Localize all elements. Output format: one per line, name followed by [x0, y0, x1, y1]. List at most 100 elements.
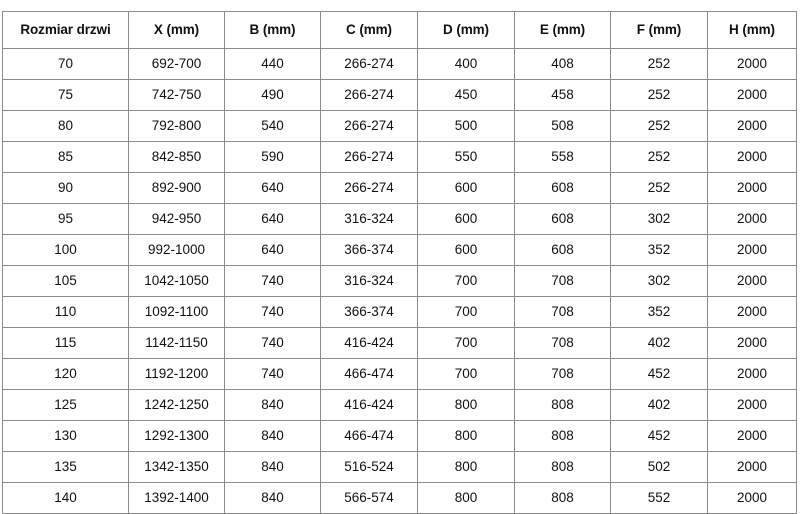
- cell-value: 608: [514, 234, 611, 266]
- table-row: 115 1142-1150 740 416-424 700 708 402 2000: [2, 327, 797, 359]
- table-row: 85 842-850 590 266-274 550 558 252 2000: [2, 141, 797, 173]
- cell-value: 740: [224, 296, 321, 328]
- cell-value: 708: [514, 327, 611, 359]
- cell-value: 402: [610, 327, 708, 359]
- table-body: 70 692-700 440 266-274 400 408 252 2000 75 742-75…: [2, 48, 797, 514]
- cell-value: 540: [224, 110, 321, 142]
- cell-value: 808: [514, 451, 611, 483]
- cell-door-size: 110: [2, 296, 129, 328]
- cell-value: 800: [417, 389, 515, 421]
- cell-value: 440: [224, 48, 321, 80]
- cell-value: 740: [224, 265, 321, 297]
- cell-value: 840: [224, 389, 321, 421]
- cell-value: 708: [514, 358, 611, 390]
- column-header-7: H (mm): [707, 11, 797, 49]
- cell-value: 402: [610, 389, 708, 421]
- cell-value: 2000: [707, 79, 797, 111]
- cell-value: 700: [417, 296, 515, 328]
- table-header-row: Rozmiar drzwi X (mm) B (mm) C (mm) D (mm) E (…: [2, 11, 797, 49]
- cell-door-size: 125: [2, 389, 129, 421]
- table-row: 130 1292-1300 840 466-474 800 808 452 2000: [2, 420, 797, 452]
- cell-value: 558: [514, 141, 611, 173]
- table-header: Rozmiar drzwi X (mm) B (mm) C (mm) D (mm) E (…: [2, 11, 797, 49]
- table-row: 135 1342-1350 840 516-524 800 808 502 2000: [2, 451, 797, 483]
- cell-value: 252: [610, 110, 708, 142]
- cell-value: 550: [417, 141, 515, 173]
- cell-door-size: 80: [2, 110, 129, 142]
- cell-value: 2000: [707, 327, 797, 359]
- cell-value: 452: [610, 358, 708, 390]
- cell-value: 266-274: [320, 48, 418, 80]
- cell-value: 2000: [707, 420, 797, 452]
- specification-table-container: Rozmiar drzwi X (mm) B (mm) C (mm) D (mm) E (…: [2, 11, 797, 514]
- cell-value: 302: [610, 265, 708, 297]
- cell-value: 366-374: [320, 296, 418, 328]
- cell-value: 608: [514, 172, 611, 204]
- cell-value: 640: [224, 203, 321, 235]
- column-header-1: X (mm): [128, 11, 225, 49]
- cell-value: 316-324: [320, 265, 418, 297]
- cell-value: 466-474: [320, 420, 418, 452]
- cell-door-size: 105: [2, 265, 129, 297]
- column-header-5: E (mm): [514, 11, 611, 49]
- door-size-specification-table: Rozmiar drzwi X (mm) B (mm) C (mm) D (mm) E (…: [2, 11, 797, 514]
- cell-value: 352: [610, 234, 708, 266]
- cell-value: 2000: [707, 203, 797, 235]
- cell-value: 1392-1400: [128, 482, 225, 514]
- table-row: 140 1392-1400 840 566-574 800 808 552 2000: [2, 482, 797, 514]
- cell-value: 266-274: [320, 141, 418, 173]
- cell-value: 1192-1200: [128, 358, 225, 390]
- cell-value: 700: [417, 327, 515, 359]
- table-row: 125 1242-1250 840 416-424 800 808 402 2000: [2, 389, 797, 421]
- cell-value: 2000: [707, 389, 797, 421]
- table-row: 70 692-700 440 266-274 400 408 252 2000: [2, 48, 797, 80]
- cell-value: 552: [610, 482, 708, 514]
- cell-door-size: 135: [2, 451, 129, 483]
- cell-value: 700: [417, 265, 515, 297]
- table-row: 75 742-750 490 266-274 450 458 252 2000: [2, 79, 797, 111]
- cell-value: 808: [514, 389, 611, 421]
- cell-door-size: 115: [2, 327, 129, 359]
- cell-door-size: 95: [2, 203, 129, 235]
- cell-value: 566-574: [320, 482, 418, 514]
- cell-value: 400: [417, 48, 515, 80]
- cell-value: 408: [514, 48, 611, 80]
- cell-value: 840: [224, 451, 321, 483]
- cell-value: 800: [417, 420, 515, 452]
- cell-value: 502: [610, 451, 708, 483]
- cell-value: 742-750: [128, 79, 225, 111]
- cell-door-size: 75: [2, 79, 129, 111]
- cell-value: 452: [610, 420, 708, 452]
- cell-value: 2000: [707, 234, 797, 266]
- cell-value: 266-274: [320, 79, 418, 111]
- cell-value: 608: [514, 203, 611, 235]
- cell-value: 266-274: [320, 110, 418, 142]
- cell-value: 792-800: [128, 110, 225, 142]
- column-header-0: Rozmiar drzwi: [2, 11, 129, 49]
- cell-value: 600: [417, 172, 515, 204]
- column-header-6: F (mm): [610, 11, 708, 49]
- cell-value: 640: [224, 172, 321, 204]
- cell-value: 2000: [707, 265, 797, 297]
- cell-value: 600: [417, 203, 515, 235]
- cell-value: 1142-1150: [128, 327, 225, 359]
- cell-value: 808: [514, 482, 611, 514]
- cell-value: 1242-1250: [128, 389, 225, 421]
- cell-value: 252: [610, 141, 708, 173]
- cell-value: 458: [514, 79, 611, 111]
- cell-value: 508: [514, 110, 611, 142]
- table-row: 90 892-900 640 266-274 600 608 252 2000: [2, 172, 797, 204]
- cell-value: 740: [224, 358, 321, 390]
- cell-value: 2000: [707, 451, 797, 483]
- cell-value: 2000: [707, 296, 797, 328]
- cell-door-size: 70: [2, 48, 129, 80]
- cell-value: 808: [514, 420, 611, 452]
- cell-value: 450: [417, 79, 515, 111]
- cell-door-size: 140: [2, 482, 129, 514]
- cell-value: 840: [224, 420, 321, 452]
- cell-value: 302: [610, 203, 708, 235]
- cell-value: 590: [224, 141, 321, 173]
- cell-value: 2000: [707, 172, 797, 204]
- cell-value: 2000: [707, 141, 797, 173]
- cell-value: 1342-1350: [128, 451, 225, 483]
